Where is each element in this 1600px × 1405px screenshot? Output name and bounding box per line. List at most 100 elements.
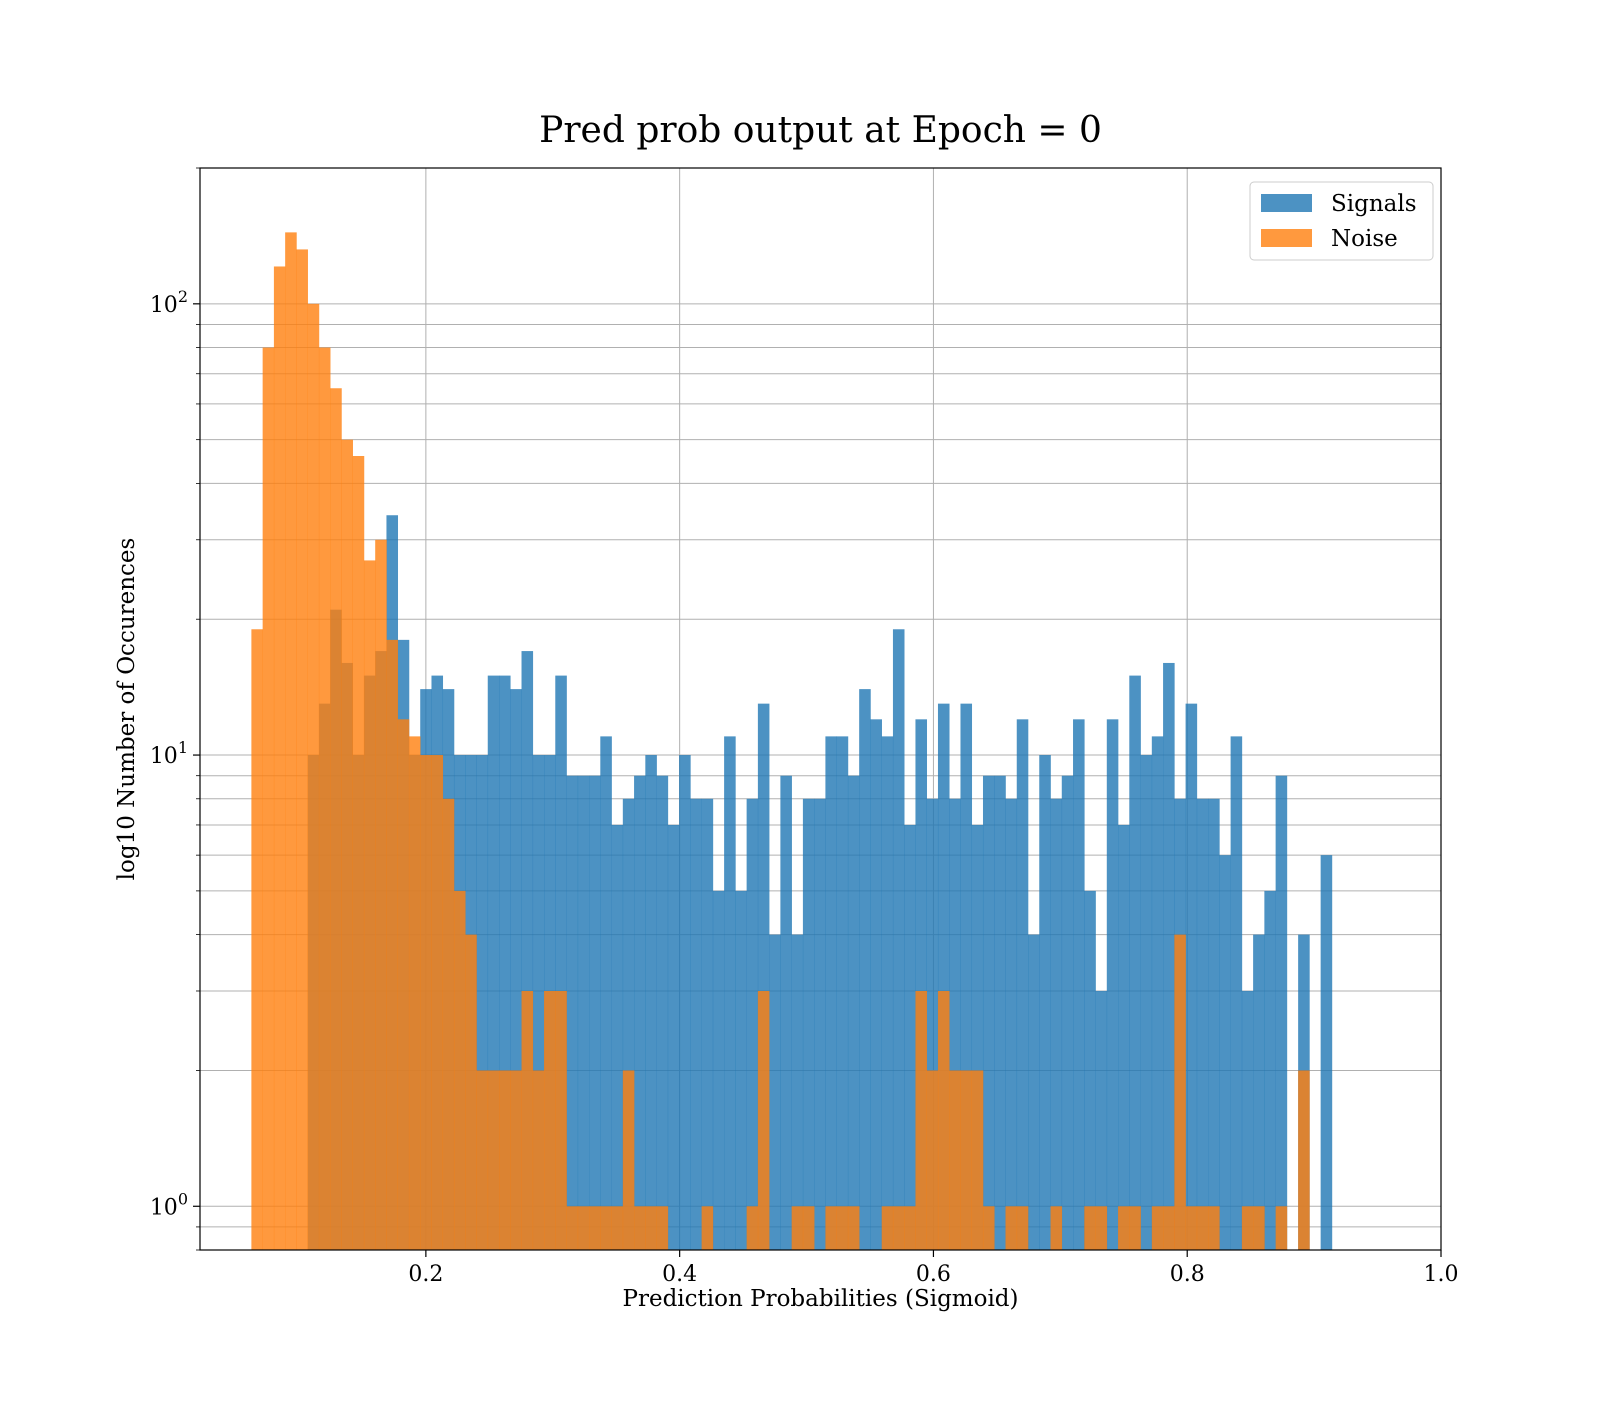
noise-bar	[420, 755, 432, 1250]
noise-bar	[386, 639, 399, 1250]
noise-bar	[982, 1206, 995, 1250]
noise-bar	[926, 1070, 939, 1250]
noise-bar	[352, 456, 365, 1250]
y-tick-label: 101	[150, 738, 188, 769]
noise-bar	[521, 990, 534, 1250]
noise-bar	[251, 629, 263, 1250]
noise-bar	[645, 1206, 657, 1250]
signals-bar	[487, 675, 500, 1250]
y-tick-label: 102	[150, 287, 188, 318]
signals-bar	[1016, 719, 1029, 1250]
noise-bar	[802, 1206, 815, 1250]
signals-bar	[1230, 736, 1243, 1250]
noise-bar	[1151, 1206, 1164, 1250]
noise-bar	[408, 736, 421, 1250]
noise-bar	[318, 347, 331, 1251]
x-tick-label: 1.0	[1424, 1262, 1459, 1287]
signals-bar	[870, 719, 882, 1250]
signals-bar	[555, 675, 567, 1250]
noise-bar	[881, 1206, 894, 1250]
noise-bar	[1253, 1206, 1265, 1250]
x-tick-label: 0.8	[1170, 1262, 1205, 1287]
x-tick-label: 0.2	[408, 1262, 443, 1287]
y-tick-label: 100	[150, 1189, 188, 1220]
signals-bar	[1208, 798, 1220, 1250]
noise-bar	[341, 439, 353, 1251]
noise-bar	[791, 1206, 804, 1250]
noise-bar	[746, 1206, 759, 1250]
signals-bar	[476, 755, 489, 1250]
signals-bar	[769, 934, 781, 1250]
signals-bar	[724, 736, 736, 1250]
signals-bar	[1151, 736, 1164, 1250]
signals-bar	[960, 703, 973, 1250]
legend-label-noise: Noise	[1331, 226, 1398, 252]
signals-bar	[667, 824, 680, 1250]
signals-bar	[521, 651, 534, 1250]
signals-bar	[881, 736, 894, 1250]
noise-bar	[1298, 1070, 1310, 1250]
noise-bar	[757, 990, 770, 1250]
noise-bar	[701, 1206, 714, 1250]
noise-bar	[1050, 1206, 1063, 1250]
signals-bar	[735, 890, 747, 1250]
noise-bar	[296, 249, 308, 1251]
noise-bar	[847, 1206, 860, 1250]
signals-bar	[622, 798, 635, 1250]
noise-bar	[375, 539, 387, 1250]
signals-bar	[915, 719, 928, 1250]
x-tick-label: 0.4	[662, 1262, 697, 1287]
signals-bar	[701, 798, 714, 1250]
signals-bar	[1241, 990, 1254, 1250]
signals-bar	[847, 775, 860, 1250]
signals-bar	[1163, 662, 1175, 1250]
signals-bar	[757, 703, 770, 1250]
noise-bar	[577, 1206, 590, 1250]
signals-bar	[1196, 798, 1209, 1250]
noise-bar	[510, 1070, 522, 1250]
noise-bar	[1174, 934, 1186, 1250]
signals-bar	[791, 934, 804, 1250]
signals-bar	[532, 755, 545, 1250]
signals-bar	[510, 689, 522, 1250]
noise-bars	[251, 232, 1310, 1251]
signals-bar	[926, 798, 939, 1250]
signals-bar	[1219, 855, 1231, 1250]
signals-bar	[577, 775, 590, 1250]
noise-bar	[330, 388, 342, 1250]
noise-bar	[937, 990, 950, 1250]
noise-bar	[262, 347, 275, 1251]
signals-bar	[611, 824, 624, 1250]
noise-bar	[1095, 1206, 1108, 1250]
noise-bar	[1084, 1206, 1096, 1250]
noise-bar	[634, 1206, 646, 1250]
signals-bar	[1050, 798, 1063, 1250]
noise-bar	[397, 719, 410, 1250]
noise-bar	[555, 990, 567, 1250]
axis-ticks: 0.2 0.4 0.6 0.8 1.0 100 101 102	[150, 167, 1459, 1287]
signals-bar	[1106, 719, 1119, 1250]
signals-bar	[904, 824, 916, 1250]
noise-bar	[363, 560, 376, 1250]
noise-bar	[487, 1070, 500, 1250]
signals-bar	[746, 798, 759, 1250]
legend-swatch-noise	[1261, 229, 1312, 247]
noise-bar	[307, 303, 320, 1250]
noise-bar	[904, 1206, 916, 1250]
noise-bar	[442, 798, 455, 1250]
noise-bar	[566, 1206, 579, 1250]
noise-bar	[836, 1206, 849, 1250]
signals-bar	[1264, 890, 1276, 1250]
signals-bar	[859, 689, 871, 1250]
noise-bar	[892, 1206, 905, 1250]
noise-bar	[1118, 1206, 1130, 1250]
signals-bar	[780, 775, 792, 1250]
signals-bar	[937, 703, 950, 1250]
noise-bar	[273, 266, 286, 1251]
noise-bar	[1275, 1206, 1288, 1250]
legend-swatch-signals	[1261, 194, 1312, 212]
signals-bar	[712, 890, 725, 1250]
signals-bar	[634, 775, 646, 1250]
signals-bar	[1084, 890, 1096, 1250]
legend: Signals Noise	[1249, 181, 1434, 261]
